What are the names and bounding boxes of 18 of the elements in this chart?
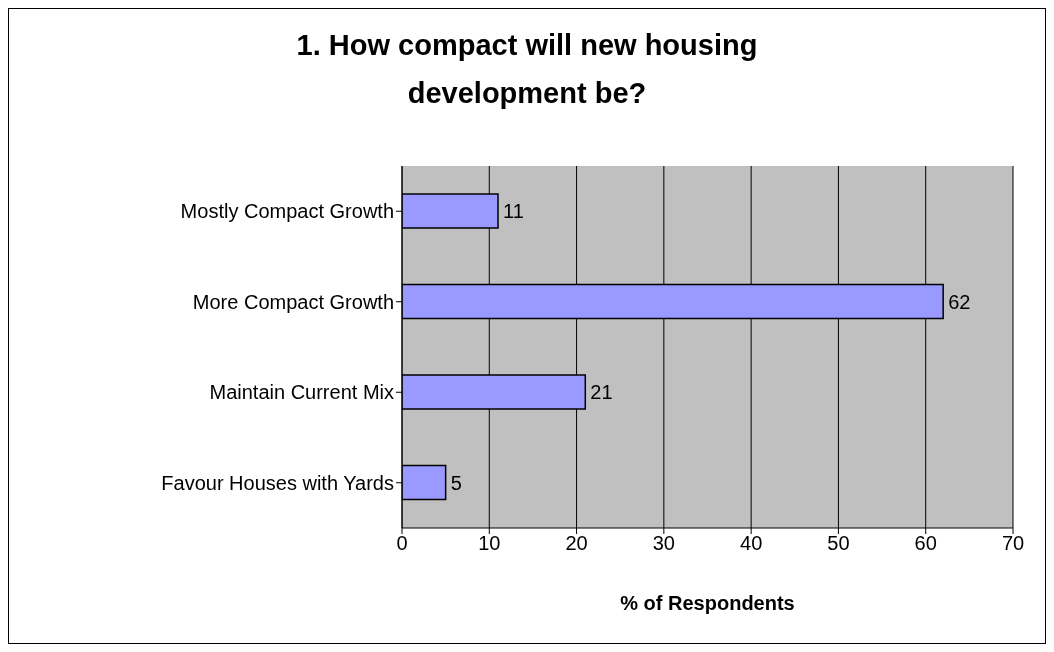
x-tick-label: 60 [914,532,937,555]
x-tick-label: 70 [1001,532,1025,555]
x-axis-title: % of Respondents [620,592,795,614]
x-tick-label: 10 [478,532,501,555]
y-tick-label: Mostly Compact Growth [180,200,394,223]
y-tick-label: More Compact Growth [192,290,394,313]
chart-title: 1. How compact will new housing development be? [295,28,759,111]
y-tick-label: Maintain Current Mix [209,381,394,404]
x-tick-label: 0 [396,532,408,555]
data-label: 11 [503,200,524,223]
data-label: 21 [590,381,613,404]
x-tick-label: 30 [652,532,675,555]
x-tick-label: 50 [827,532,850,555]
y-tick-label: Favour Houses with Yards [161,471,394,494]
x-tick-label: 40 [740,532,763,555]
data-label: 62 [948,290,971,313]
x-tick-label: 20 [565,532,588,555]
data-label: 5 [450,471,462,494]
